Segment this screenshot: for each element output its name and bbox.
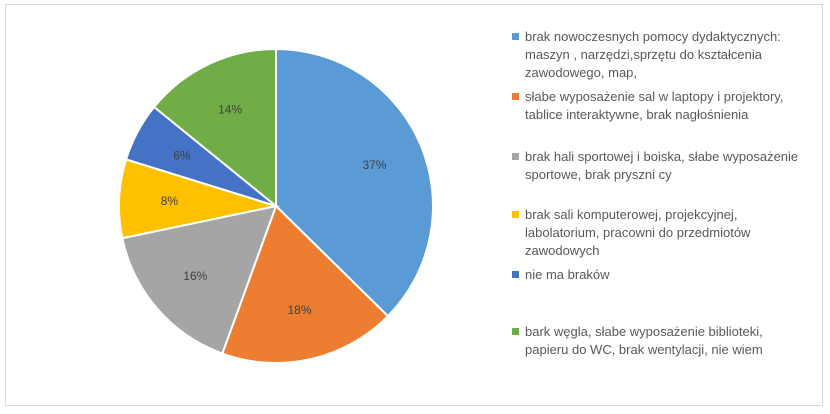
legend-label-2: słabe wyposażenie sal w laptopy i projek… <box>525 89 784 122</box>
legend-swatch-6 <box>512 328 519 335</box>
slice-label-6: 14% <box>218 103 242 117</box>
legend-swatch-1 <box>512 33 519 40</box>
legend-swatch-5 <box>512 271 519 278</box>
slice-label-3: 16% <box>183 269 207 283</box>
legend-swatch-2 <box>512 93 519 100</box>
slice-label-4: 8% <box>161 194 179 208</box>
pie-slice-2 <box>221 204 390 364</box>
pie-slice-6 <box>152 47 277 209</box>
slice-label-5: 6% <box>173 149 191 163</box>
legend-label-4: brak sali komputerowej, projekcyjnej, la… <box>525 207 751 258</box>
pie-slice-1 <box>275 47 434 318</box>
legend-label-1: brak nowoczesnych pomocy dydaktycznych: … <box>525 29 781 80</box>
slice-label-2: 18% <box>288 303 312 317</box>
pie-slice-3 <box>121 204 278 355</box>
legend-label-6: bark węgla, słabe wyposażenie biblioteki… <box>525 324 763 357</box>
legend-swatch-4 <box>512 211 519 218</box>
legend-label-3: brak hali sportowej i boiska, słabe wypo… <box>525 149 799 182</box>
legend-swatch-3 <box>512 153 519 160</box>
legend-label-5: nie ma braków <box>525 267 610 282</box>
slice-label-1: 37% <box>362 158 386 172</box>
